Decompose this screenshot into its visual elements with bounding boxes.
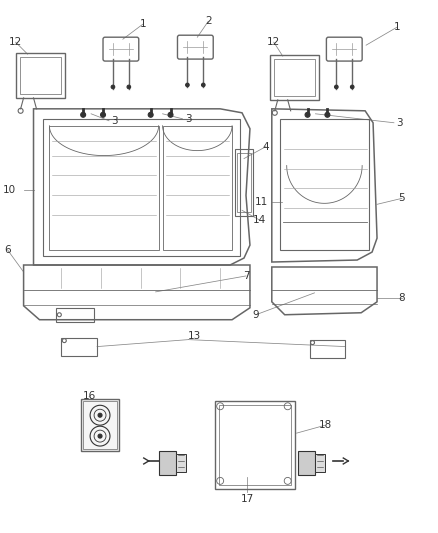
Circle shape	[325, 112, 330, 117]
Text: 1: 1	[139, 19, 146, 29]
Circle shape	[98, 434, 102, 438]
Text: 14: 14	[253, 215, 266, 225]
Bar	[83, 401, 117, 449]
Text: 6: 6	[4, 245, 11, 255]
Circle shape	[305, 112, 310, 117]
Bar	[61, 337, 97, 356]
Text: 13: 13	[188, 330, 201, 341]
Circle shape	[101, 112, 106, 117]
Bar	[235, 149, 253, 216]
Bar	[237, 152, 251, 212]
Bar	[280, 119, 369, 250]
Bar	[297, 451, 315, 475]
Text: 2: 2	[205, 17, 212, 26]
Text: 12: 12	[9, 37, 22, 47]
Bar	[270, 55, 319, 100]
Circle shape	[186, 83, 189, 87]
Bar	[177, 454, 187, 472]
Bar	[315, 454, 325, 472]
Circle shape	[111, 85, 115, 88]
Bar	[16, 53, 65, 98]
Bar	[81, 399, 119, 451]
Circle shape	[350, 85, 354, 88]
Text: 3: 3	[185, 114, 192, 124]
Text: 4: 4	[262, 142, 269, 151]
Circle shape	[98, 413, 102, 417]
Text: 10: 10	[3, 185, 16, 196]
Bar	[57, 308, 94, 322]
Bar	[274, 59, 315, 96]
Text: 8: 8	[399, 293, 405, 303]
Bar	[310, 340, 345, 358]
Text: 16: 16	[82, 391, 96, 401]
Circle shape	[201, 83, 205, 87]
Circle shape	[148, 112, 153, 117]
Bar	[215, 401, 295, 489]
Text: 1: 1	[394, 22, 400, 33]
Text: 3: 3	[112, 116, 118, 126]
Text: 5: 5	[399, 193, 405, 204]
Text: 9: 9	[253, 310, 259, 320]
Text: 17: 17	[240, 494, 254, 504]
Text: 12: 12	[267, 37, 280, 47]
Text: 3: 3	[396, 118, 403, 128]
Bar	[20, 57, 61, 94]
Bar	[43, 119, 240, 256]
Circle shape	[81, 112, 86, 117]
Bar	[219, 405, 291, 485]
Text: 11: 11	[255, 197, 268, 207]
Text: 18: 18	[319, 420, 332, 430]
Text: 7: 7	[243, 271, 249, 281]
Circle shape	[127, 85, 131, 88]
Bar	[159, 451, 177, 475]
Circle shape	[168, 112, 173, 117]
Circle shape	[335, 85, 338, 88]
